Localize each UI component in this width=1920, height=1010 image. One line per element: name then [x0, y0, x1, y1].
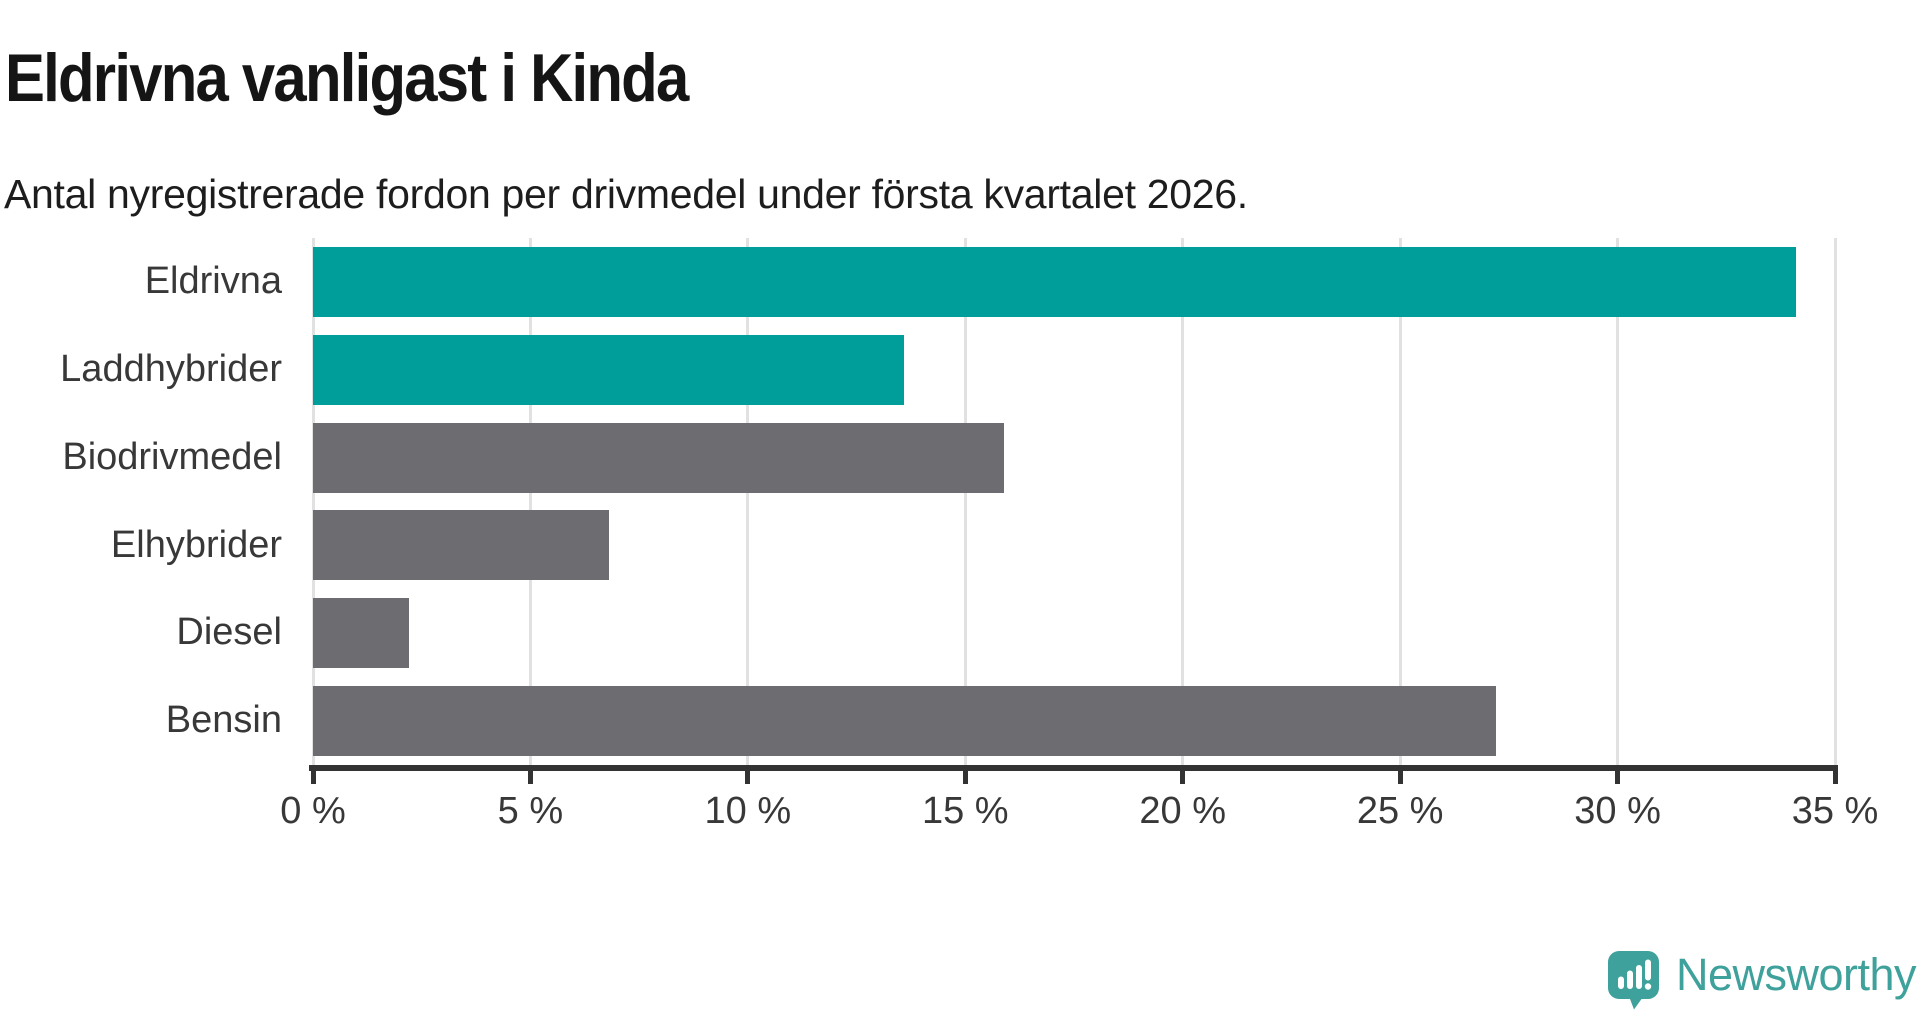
x-tick-label-15: 15 % [921, 790, 1009, 832]
gridline-15 [963, 238, 967, 765]
bar-bensin [313, 686, 1496, 757]
bar-elhybrider [313, 510, 609, 581]
newsworthy-logo: Newsworthy [1608, 951, 1920, 1010]
bar-biodrivmedel [313, 422, 1005, 493]
category-label-biodrivmedel: Biodrivmedel [62, 435, 282, 478]
category-label-elhybrider: Elhybrider [110, 523, 282, 566]
x-tick-label-25: 25 % [1356, 790, 1444, 832]
x-tick-label-5: 5 % [497, 790, 564, 832]
gridline-20 [1181, 238, 1185, 765]
category-label-eldrivna: Eldrivna [144, 260, 282, 302]
plot-area [311, 238, 1837, 765]
category-label-laddhybrider: Laddhybrider [60, 347, 282, 390]
x-tick-mark-20 [1180, 765, 1186, 784]
gridline-10 [746, 238, 750, 765]
gridline-0 [311, 238, 315, 765]
x-tick-mark-35 [1832, 765, 1838, 784]
chart-subtitle: Antal nyregistrerade fordon per drivmede… [4, 171, 1248, 217]
chart-title: Eldrivna vanligast i Kinda [5, 39, 689, 116]
category-label-bensin: Bensin [165, 699, 282, 742]
x-tick-mark-25 [1397, 765, 1403, 784]
x-tick-mark-10 [745, 765, 751, 784]
bar-laddhybrider [313, 334, 905, 405]
gridline-35 [1833, 238, 1837, 765]
newsworthy-bubble-chart-icon [1608, 951, 1659, 1010]
x-tick-label-20: 20 % [1139, 790, 1227, 832]
x-tick-label-30: 30 % [1574, 790, 1661, 832]
x-tick-label-0: 0 % [280, 790, 346, 832]
bar-diesel [313, 598, 409, 669]
newsworthy-logo-text: Newsworthy [1676, 949, 1917, 1000]
bar-eldrivna [313, 246, 1796, 317]
gridline-25 [1398, 238, 1402, 765]
x-tick-mark-0 [310, 765, 316, 784]
x-tick-mark-30 [1615, 765, 1621, 784]
gridline-30 [1616, 238, 1620, 765]
gridline-5 [528, 238, 532, 765]
x-tick-label-10: 10 % [704, 790, 792, 832]
x-tick-label-35: 35 % [1791, 790, 1879, 832]
x-tick-mark-15 [962, 765, 968, 784]
x-tick-mark-5 [527, 765, 533, 784]
x-axis-line [309, 765, 1837, 771]
category-label-diesel: Diesel [176, 611, 282, 654]
